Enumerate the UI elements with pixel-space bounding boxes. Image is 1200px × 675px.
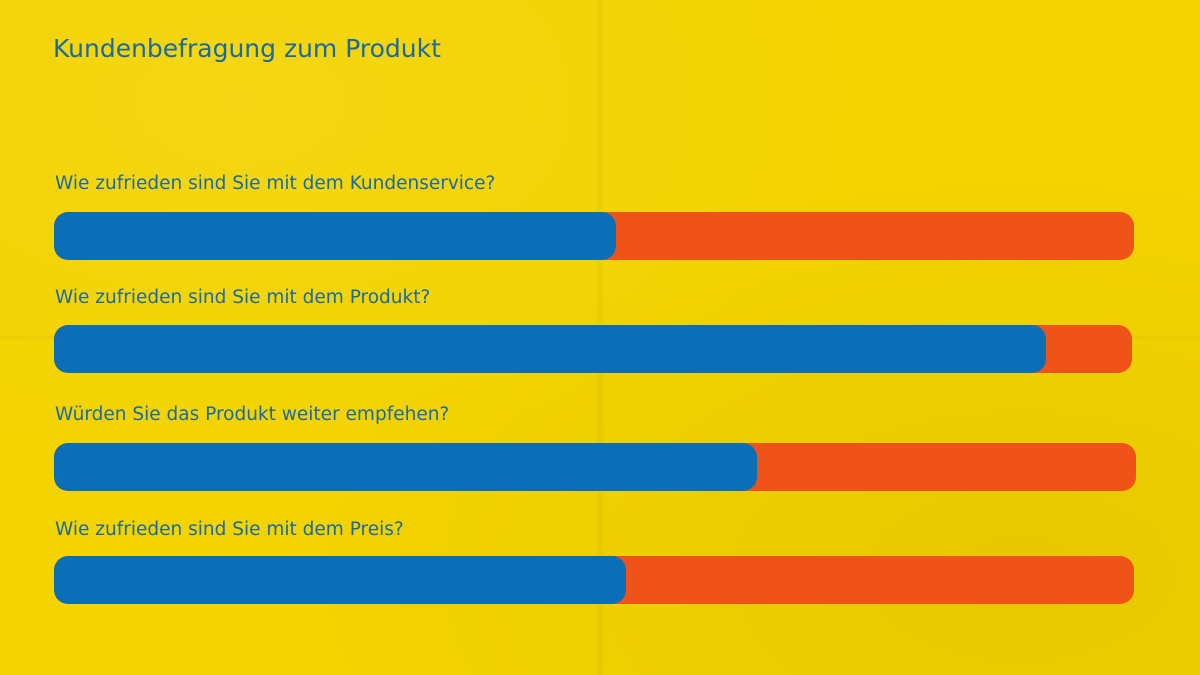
question-label-2: Wie zufrieden sind Sie mit dem Produkt? <box>55 287 431 308</box>
survey-bar-2 <box>54 325 1132 373</box>
survey-bar-4-value <box>54 556 627 604</box>
question-label-3: Würden Sie das Produkt weiter empfehen? <box>55 404 450 425</box>
survey-bar-4 <box>54 556 1134 604</box>
survey-bar-2-value <box>54 325 1046 373</box>
question-label-4: Wie zufrieden sind Sie mit dem Preis? <box>55 519 404 540</box>
question-label-1: Wie zufrieden sind Sie mit dem Kundenser… <box>55 173 496 194</box>
survey-bar-1-value <box>54 212 616 260</box>
survey-bar-3 <box>54 443 1136 491</box>
survey-bar-1 <box>54 212 1134 260</box>
chart-title: Kundenbefragung zum Produkt <box>53 34 441 63</box>
survey-bar-3-value <box>54 443 758 491</box>
